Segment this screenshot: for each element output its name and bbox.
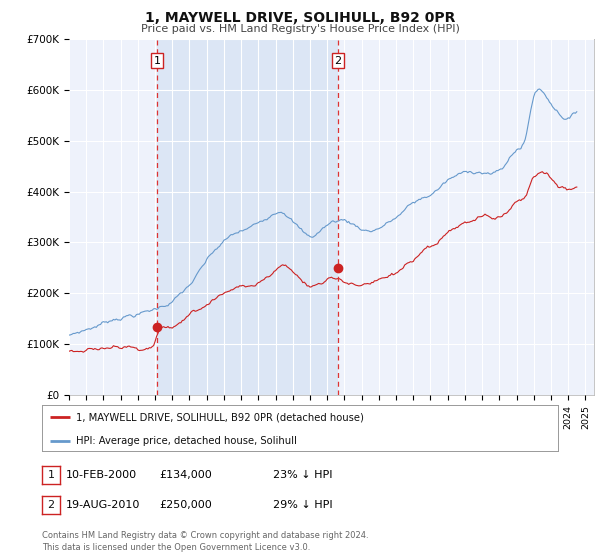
Text: 1: 1 xyxy=(154,55,160,66)
Text: 29% ↓ HPI: 29% ↓ HPI xyxy=(273,500,332,510)
Text: 10-FEB-2000: 10-FEB-2000 xyxy=(66,470,137,480)
Text: Price paid vs. HM Land Registry's House Price Index (HPI): Price paid vs. HM Land Registry's House … xyxy=(140,24,460,34)
Text: 19-AUG-2010: 19-AUG-2010 xyxy=(66,500,140,510)
Text: £134,000: £134,000 xyxy=(159,470,212,480)
Text: 2: 2 xyxy=(334,55,341,66)
Text: £250,000: £250,000 xyxy=(159,500,212,510)
Text: 1: 1 xyxy=(47,470,55,480)
Text: 1, MAYWELL DRIVE, SOLIHULL, B92 0PR: 1, MAYWELL DRIVE, SOLIHULL, B92 0PR xyxy=(145,11,455,25)
Text: 1, MAYWELL DRIVE, SOLIHULL, B92 0PR (detached house): 1, MAYWELL DRIVE, SOLIHULL, B92 0PR (det… xyxy=(76,412,364,422)
Bar xyxy=(157,39,338,395)
Text: HPI: Average price, detached house, Solihull: HPI: Average price, detached house, Soli… xyxy=(76,436,296,446)
Text: Contains HM Land Registry data © Crown copyright and database right 2024.
This d: Contains HM Land Registry data © Crown c… xyxy=(42,531,368,552)
Text: 23% ↓ HPI: 23% ↓ HPI xyxy=(273,470,332,480)
Text: 2: 2 xyxy=(47,500,55,510)
